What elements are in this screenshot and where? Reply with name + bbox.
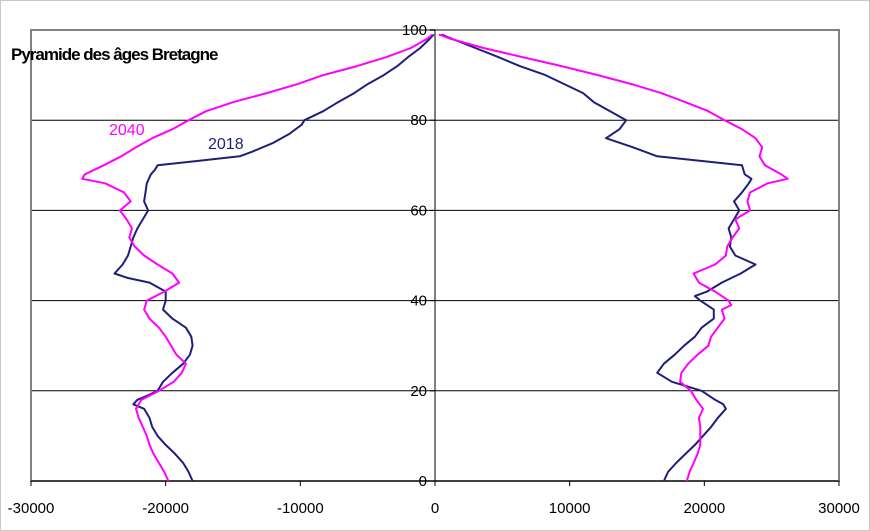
- x-tick-label--10000: -10000: [277, 500, 324, 517]
- chart-title: Pyramide des âges Bretagne: [11, 45, 218, 64]
- x-tick-label--20000: -20000: [142, 500, 189, 517]
- x-tick-label-20000: 20000: [683, 500, 725, 517]
- x-tick-label-10000: 10000: [549, 500, 591, 517]
- series-2040-left-line: [81, 33, 433, 482]
- series-2018-right-line: [441, 33, 757, 482]
- y-tick-label-40: 40: [410, 293, 427, 310]
- y-tick-label-0: 0: [419, 473, 427, 490]
- y-tick-label-100: 100: [402, 22, 427, 39]
- y-tick-label-60: 60: [410, 202, 427, 219]
- series-label-2040: 2040: [109, 122, 145, 139]
- x-tick-label--30000: -30000: [8, 500, 55, 517]
- series-2040-right-line: [438, 33, 789, 482]
- x-tick-label-0: 0: [431, 500, 439, 517]
- y-tick-label-80: 80: [410, 112, 427, 129]
- y-tick-label-20: 20: [410, 383, 427, 400]
- series-2018-left-line: [113, 33, 435, 482]
- x-tick-label-30000: 30000: [818, 500, 860, 517]
- series-label-2018: 2018: [208, 136, 244, 153]
- series-lines: [81, 33, 789, 482]
